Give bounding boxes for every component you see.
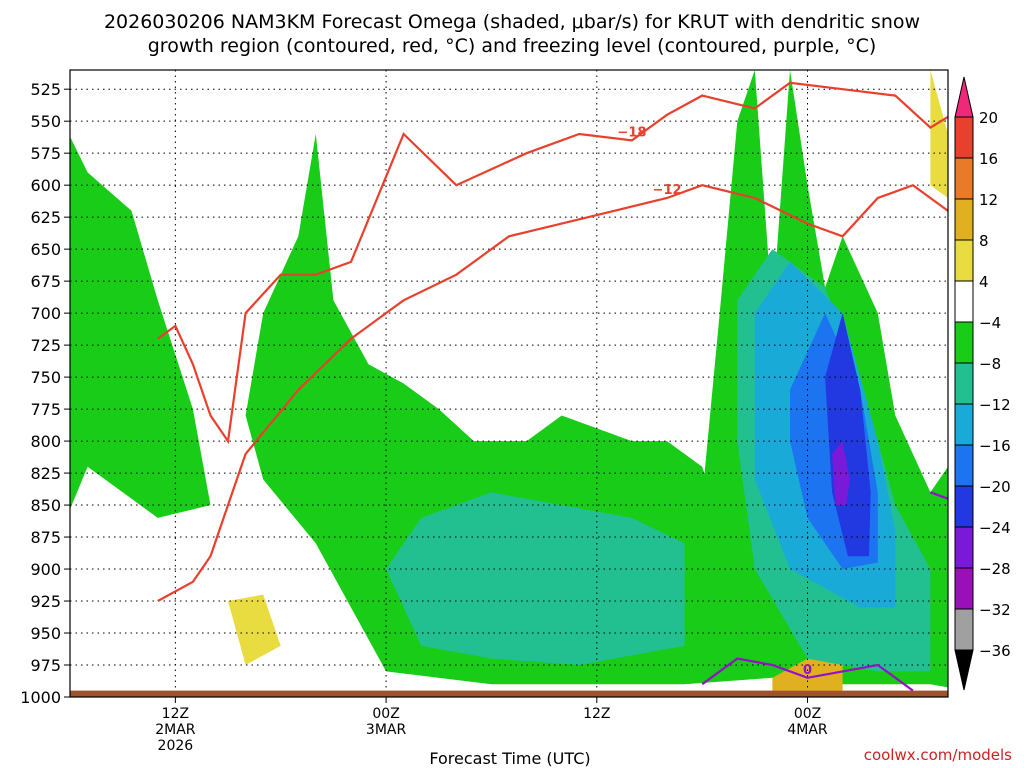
- x-tick-label-1-1: 3MAR: [366, 722, 407, 738]
- x-tick-label-0-2: 2026: [158, 738, 194, 754]
- plot-frame: [69, 69, 949, 698]
- x-axis-label: Forecast Time (UTC): [429, 749, 590, 768]
- colorbar-label-1: 16: [979, 150, 998, 168]
- credit-text: coolwx.com/models: [864, 746, 1012, 764]
- dgz-contour-label-0: −18: [617, 125, 646, 140]
- colorbar-bin-6: [954, 362, 974, 405]
- colorbar-label-3: 8: [979, 232, 989, 250]
- colorbar-label-4: 4: [979, 273, 989, 291]
- colorbar-bin-0: [954, 116, 974, 159]
- colorbar-bin-9: [954, 485, 974, 528]
- y-tick-label-14: 875: [30, 528, 61, 547]
- y-tick-label-6: 675: [30, 272, 61, 291]
- colorbar-bin-8: [954, 444, 974, 487]
- colorbar-bin-2: [954, 198, 974, 241]
- y-tick-label-2: 575: [30, 144, 61, 163]
- colorbar-label-7: −12: [979, 396, 1011, 414]
- omega-region-9: [930, 70, 948, 198]
- x-tick-label-3-0: 00Z: [794, 706, 821, 722]
- chart-title-line2: growth region (contoured, red, °C) and f…: [148, 35, 877, 57]
- y-tick-label-0: 525: [30, 80, 61, 99]
- omega-region-13: [772, 658, 843, 691]
- y-tick-label-5: 650: [30, 240, 61, 259]
- y-tick-label-9: 750: [30, 368, 61, 387]
- colorbar-label-13: −36: [979, 642, 1011, 660]
- x-tick-label-3-1: 4MAR: [787, 722, 828, 738]
- y-tick-label-18: 975: [30, 656, 61, 675]
- colorbar-label-0: 20: [979, 109, 998, 127]
- colorbar-label-10: −24: [979, 519, 1011, 537]
- colorbar-bottom-arrow: [954, 649, 974, 691]
- colorbar-label-6: −8: [979, 355, 1001, 373]
- y-tick-label-19: 1000: [20, 688, 61, 707]
- x-tick-label-2-0: 12Z: [583, 706, 610, 722]
- y-tick-label-3: 600: [30, 176, 61, 195]
- colorbar-label-2: 12: [979, 191, 998, 209]
- chart-title-line1: 2026030206 NAM3KM Forecast Omega (shaded…: [104, 11, 920, 33]
- terrain-strip: [70, 690, 948, 697]
- colorbar-bin-4: [954, 280, 974, 323]
- x-tick-label-1-0: 00Z: [372, 706, 399, 722]
- colorbar-top-arrow: [954, 76, 974, 118]
- y-tick-label-1: 550: [30, 112, 61, 131]
- colorbar-label-11: −28: [979, 560, 1011, 578]
- y-tick-label-10: 775: [30, 400, 61, 419]
- y-tick-label-15: 900: [30, 560, 61, 579]
- x-tick-label-0-0: 12Z: [162, 706, 189, 722]
- y-tick-label-16: 925: [30, 592, 61, 611]
- dgz-contour-label-1: −12: [653, 183, 682, 198]
- colorbar-bin-7: [954, 403, 974, 446]
- y-tick-label-4: 625: [30, 208, 61, 227]
- freezing-level-contour-0: [701, 657, 914, 692]
- y-tick-label-12: 825: [30, 464, 61, 483]
- omega-region-3: [386, 492, 685, 665]
- colorbar-bin-5: [954, 321, 974, 364]
- colorbar-bin-10: [954, 526, 974, 569]
- y-tick-label-7: 700: [30, 304, 61, 323]
- freezing-level-label-0: 0: [803, 663, 812, 678]
- colorbar-label-5: −4: [979, 314, 1001, 332]
- y-tick-label-8: 725: [30, 336, 61, 355]
- y-tick-label-11: 800: [30, 432, 61, 451]
- colorbar-bin-1: [954, 157, 974, 200]
- omega-region-12: [228, 594, 281, 665]
- colorbar-bin-11: [954, 567, 974, 610]
- y-tick-label-13: 850: [30, 496, 61, 515]
- colorbar-label-8: −16: [979, 437, 1011, 455]
- dgz-contour-1: [157, 183, 948, 602]
- colorbar-bin-3: [954, 239, 974, 282]
- colorbar-label-12: −32: [979, 601, 1011, 619]
- dgz-contour-0: [157, 81, 948, 445]
- colorbar-label-9: −20: [979, 478, 1011, 496]
- colorbar-bin-12: [954, 608, 974, 651]
- x-tick-label-0-1: 2MAR: [155, 722, 196, 738]
- y-tick-label-17: 950: [30, 624, 61, 643]
